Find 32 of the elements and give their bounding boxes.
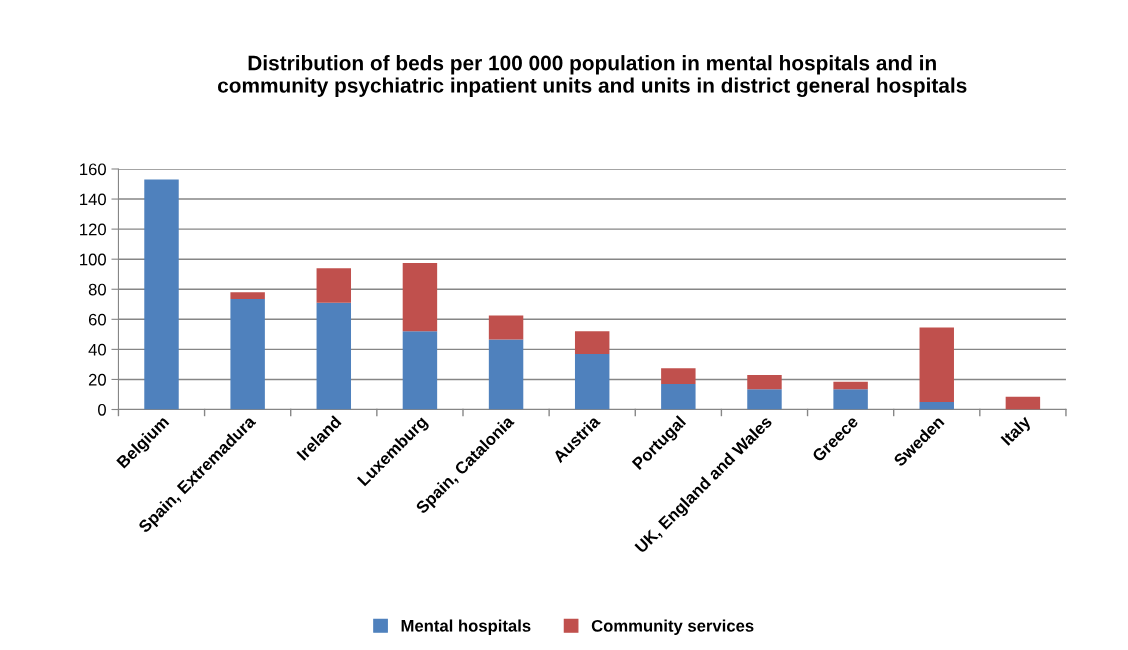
y-tick-label: 20 <box>88 373 106 386</box>
y-tick-label: 40 <box>88 343 106 356</box>
bar <box>574 353 610 410</box>
bar <box>574 331 610 354</box>
y-tick-label: 160 <box>80 163 106 176</box>
bar <box>833 389 868 410</box>
bar <box>402 262 438 332</box>
bar <box>316 302 352 410</box>
bar <box>144 179 179 410</box>
y-tick-label: 140 <box>80 193 106 206</box>
bar <box>919 401 954 410</box>
bar <box>488 315 524 340</box>
bar <box>747 389 782 410</box>
y-tick-label: 80 <box>88 283 106 296</box>
bar <box>316 268 352 303</box>
bar <box>661 368 696 384</box>
y-tick-label: 120 <box>80 223 106 236</box>
bar <box>230 299 265 410</box>
y-tick-label: 100 <box>80 253 106 266</box>
chart-title: Distribution of beds per 100 000 population in mental hospitals and in community psychiatric inpatient units and units in district general hospitals <box>217 55 967 98</box>
bar <box>833 381 868 390</box>
bar <box>230 292 265 300</box>
bar <box>402 331 438 410</box>
bar <box>488 339 524 410</box>
bar <box>747 374 782 390</box>
bar <box>661 383 696 410</box>
bar <box>1005 396 1041 410</box>
y-tick-label: 60 <box>88 313 106 326</box>
bar <box>919 327 954 402</box>
legend-label: Community services <box>591 619 754 635</box>
legend-label: Mental hospitals <box>401 619 531 635</box>
y-tick-label: 0 <box>98 403 106 416</box>
